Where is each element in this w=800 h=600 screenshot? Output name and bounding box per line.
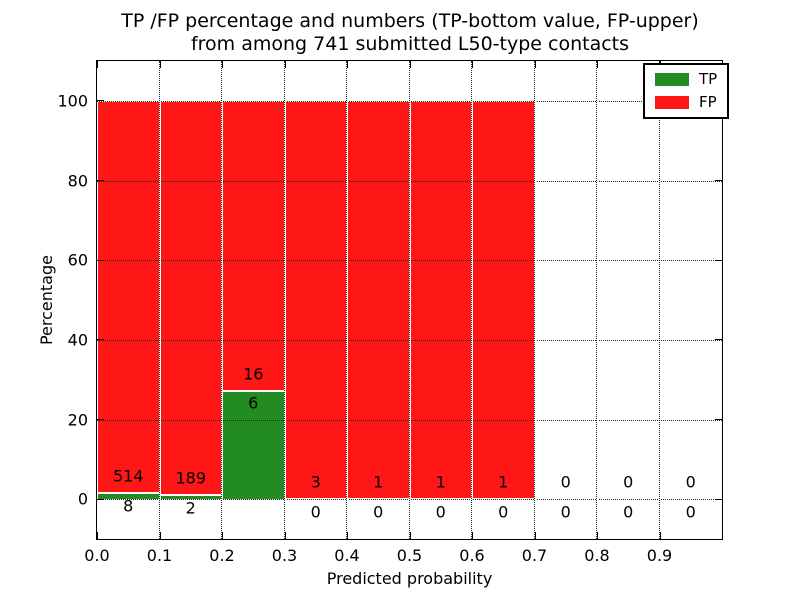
v-gridline [658,61,661,539]
bottom-tick-mark [159,532,161,539]
tp-count-label: 0 [498,502,509,522]
v-gridline [346,61,348,539]
left-tick-mark [97,180,104,181]
chart-title-line2: from among 741 submitted L50-type contac… [190,33,630,55]
fp-count-label: 3 [310,472,321,492]
bottom-tick-mark [222,532,223,539]
y-tick-label: 40 [67,330,88,350]
fp-count-label: 1 [435,472,446,492]
y-tick-label: 100 [57,91,88,111]
top-tick-mark [222,61,223,68]
bottom-tick-mark [347,532,348,539]
x-axis-label: Predicted probability [326,569,493,588]
tp-count-label: 0 [435,502,446,522]
top-tick-mark [472,61,473,68]
tp-count-label: 0 [560,502,571,522]
tp-legend-swatch [655,73,689,86]
fp-count-label: 1 [498,472,509,492]
bottom-tick-mark [659,532,661,539]
y-tick-label: 0 [77,489,88,509]
plot-area: 514 8 189 2 16 6 3 0 1 0 1 0 1 0 0 0 0 0 0 0 [97,61,722,539]
bar-fp [347,100,410,500]
bar-fp [284,100,347,500]
tp-legend-label: TP [699,70,718,88]
x-tick-label: 0.0 [84,546,110,565]
bottom-tick-mark [409,532,411,539]
top-tick-mark [347,61,348,68]
fp-count-label: 16 [243,364,264,384]
right-tick-mark [715,339,722,341]
x-tick-label: 0.2 [209,546,235,565]
v-gridline [596,61,598,539]
left-tick-mark [97,339,104,341]
x-tick-label: 0.1 [146,546,173,565]
fp-count-label: 0 [685,472,696,492]
tp-count-label: 2 [185,498,196,518]
v-gridline [471,61,473,539]
tp-count-label: 6 [248,393,259,413]
right-tick-mark [715,419,722,420]
fp-legend-swatch [655,96,689,109]
v-gridline [221,61,223,539]
right-tick-mark [715,180,722,181]
tp-count-label: 8 [123,496,134,516]
x-tick-label: 0.4 [334,546,360,565]
left-tick-mark [97,100,104,102]
chart-title-line1: TP /FP percentage and numbers (TP-bottom… [121,10,699,32]
left-tick-mark [97,419,104,420]
v-gridline [158,61,161,539]
x-tick-label: 0.3 [271,546,298,565]
left-tick-mark [97,259,104,261]
bottom-tick-mark [472,532,473,539]
v-gridline [283,61,286,539]
top-tick-mark [97,61,98,68]
bar-fp [97,100,160,494]
top-tick-mark [284,61,286,68]
bar-fp [159,100,222,495]
top-tick-mark [159,61,161,68]
bottom-tick-mark [534,532,536,539]
tp-count-label: 0 [373,502,384,522]
x-tick-label: 0.6 [459,546,485,565]
left-tick-mark [97,498,104,500]
x-tick-label: 0.8 [584,546,610,565]
top-tick-mark [534,61,536,68]
bottom-tick-mark [597,532,598,539]
bar-fp [409,100,472,500]
right-tick-mark [715,498,722,500]
x-tick-label: 0.7 [521,546,548,565]
top-tick-mark [409,61,411,68]
x-tick-label: 0.9 [646,546,673,565]
legend-item-fp: FP [655,95,717,110]
right-tick-mark [715,259,722,261]
fp-count-label: 0 [623,472,634,492]
bottom-tick-mark [97,532,98,539]
v-gridline [533,61,536,539]
fp-count-label: 514 [112,466,144,486]
chart-title: TP /FP percentage and numbers (TP-bottom… [60,10,760,56]
y-tick-label: 80 [67,171,88,190]
bar-fp [222,100,285,391]
y-tick-label: 60 [67,250,88,270]
tp-count-label: 0 [685,502,696,522]
legend: TP FP [643,63,730,119]
fp-count-label: 0 [560,472,571,492]
x-tick-label: 0.5 [396,546,423,565]
fp-count-label: 189 [175,468,207,488]
fp-count-label: 1 [373,472,384,492]
bar-fp [472,100,535,500]
tp-count-label: 0 [623,502,634,522]
top-tick-mark [597,61,598,68]
bottom-tick-mark [284,532,286,539]
v-gridline [408,61,411,539]
y-tick-label: 20 [67,410,88,429]
legend-item-tp: TP [655,72,717,87]
fp-legend-label: FP [699,93,717,111]
tp-count-label: 0 [310,502,321,522]
